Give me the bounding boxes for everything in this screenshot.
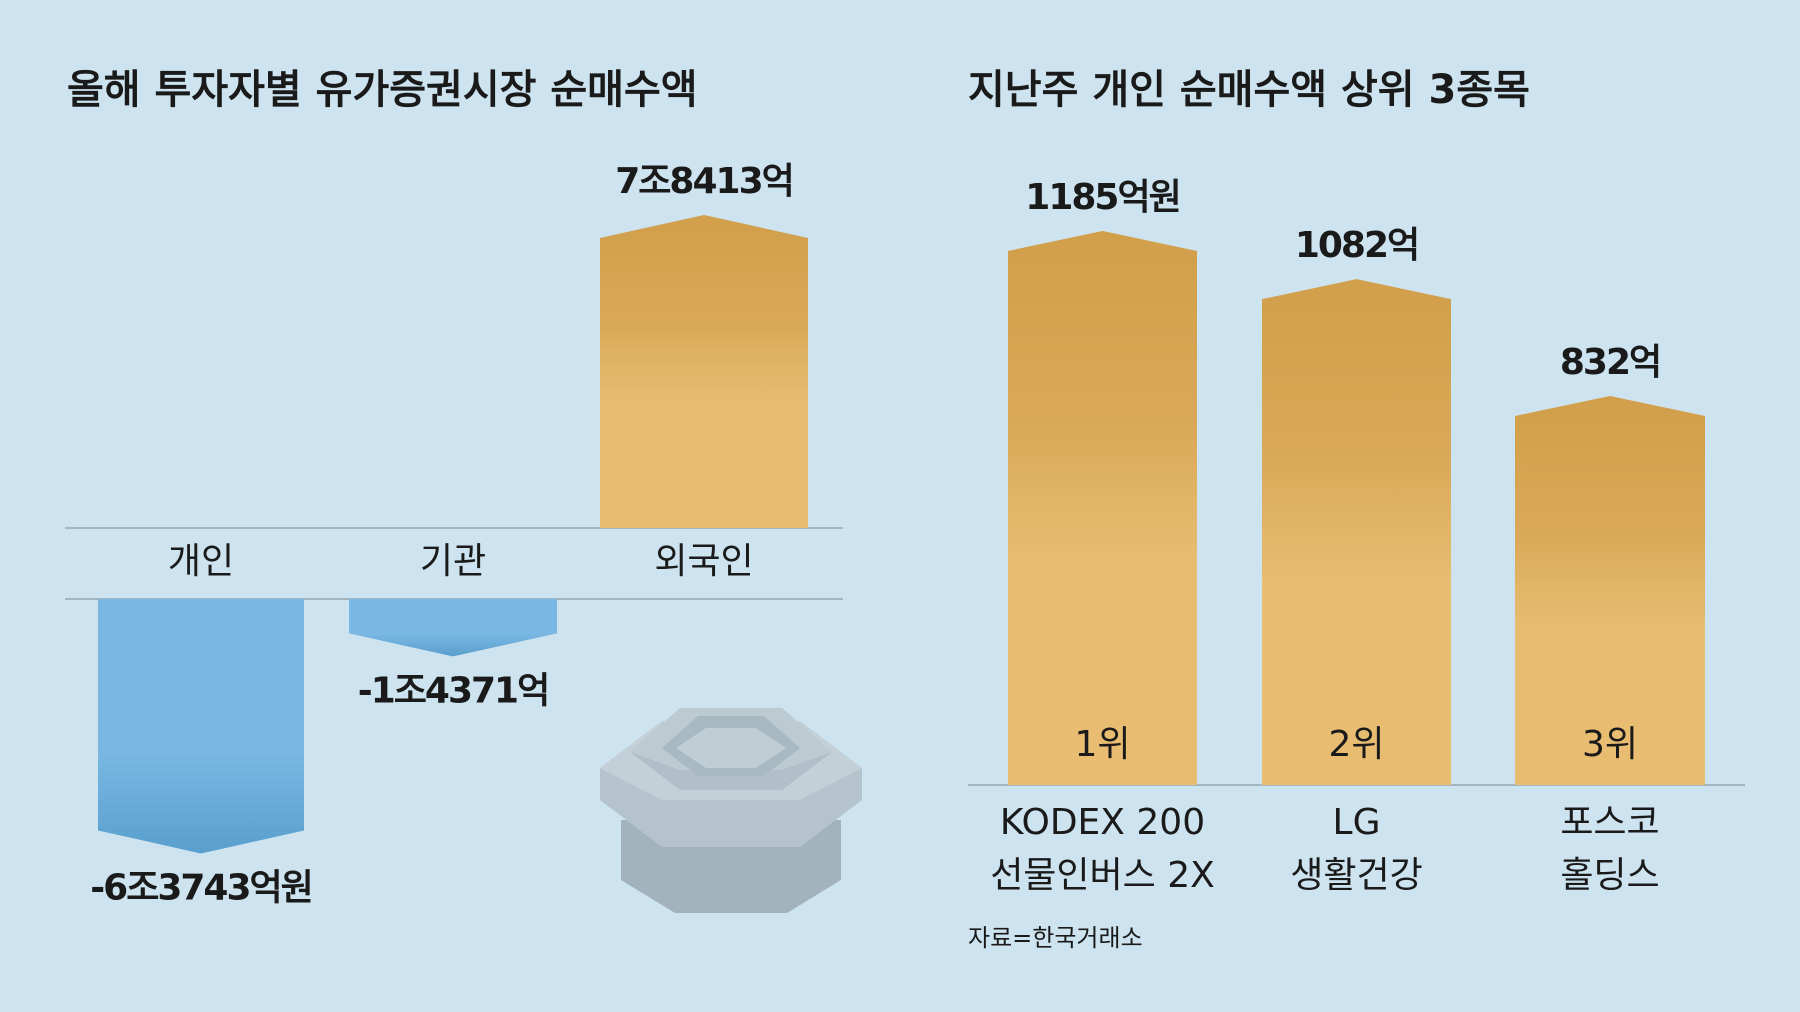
value-label: 832억 xyxy=(1560,342,1660,383)
chart-title: 지난주 개인 순매수액 상위 3종목 xyxy=(968,67,1530,113)
bar-shade xyxy=(1515,396,1705,785)
category-label: 기관 xyxy=(420,541,486,582)
bar-shade xyxy=(98,599,304,854)
value-label: -1조4371억 xyxy=(358,670,548,711)
value-label: -6조3743억원 xyxy=(90,867,312,908)
rank-label: 2위 xyxy=(1328,724,1384,765)
value-label: 1082억 xyxy=(1295,225,1418,266)
rank-label: 3위 xyxy=(1582,724,1638,765)
rank-label: 1위 xyxy=(1074,724,1130,765)
value-label: 7조8413억 xyxy=(615,161,792,202)
category-label: LG 생활건강 xyxy=(1290,802,1423,896)
source: 자료=한국거래소 xyxy=(968,924,1143,952)
category-label: KODEX 200 선물인버스 2X xyxy=(990,802,1215,896)
bar-shade xyxy=(349,599,557,657)
bar-shade xyxy=(1262,279,1451,785)
category-label: 개인 xyxy=(168,541,234,582)
bar-shade xyxy=(1008,231,1197,785)
value-label: 1185억원 xyxy=(1025,177,1179,218)
hexagon-decoration xyxy=(600,708,862,913)
bar-shade xyxy=(600,215,808,528)
chart-title: 올해 투자자별 유가증권시장 순매수액 xyxy=(67,67,698,113)
category-label: 포스코 홀딩스 xyxy=(1560,802,1660,896)
category-label: 외국인 xyxy=(654,541,753,582)
